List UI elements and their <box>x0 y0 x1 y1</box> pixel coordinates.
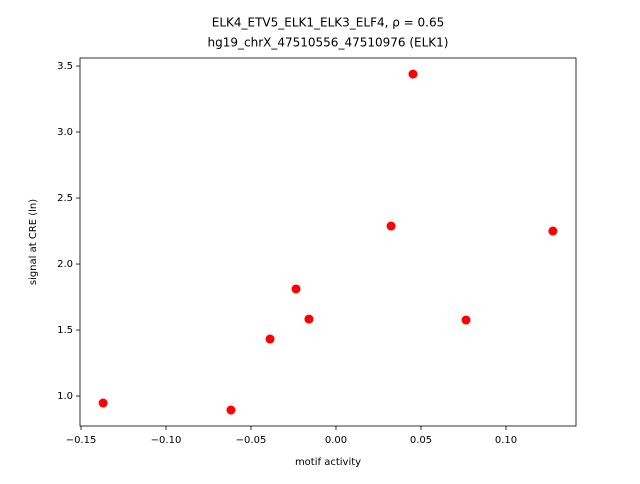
plot-frame <box>79 57 577 427</box>
point <box>291 284 301 294</box>
x-tick-label: −0.10 <box>151 435 182 446</box>
point <box>265 334 275 344</box>
y-tick-label: 1.0 <box>57 391 73 402</box>
y-tick-label: 2.5 <box>57 193 73 204</box>
x-tick-label: −0.15 <box>66 435 97 446</box>
x-tick-label: 0.10 <box>495 435 517 446</box>
point <box>304 314 314 324</box>
y-tick-label: 2.0 <box>57 259 73 270</box>
chart-subtitle: hg19_chrX_47510556_47510976 (ELK1) <box>208 36 449 50</box>
y-tick-label: 3.0 <box>57 127 73 138</box>
y-axis-label: signal at CRE (ln) <box>28 199 39 285</box>
point <box>461 315 471 325</box>
point <box>98 398 108 408</box>
x-tick-label: −0.05 <box>236 435 267 446</box>
y-tick-label: 3.5 <box>57 61 73 72</box>
x-tick-label: 0.00 <box>325 435 347 446</box>
x-axis-label: motif activity <box>295 457 361 468</box>
chart-title: ELK4_ETV5_ELK1_ELK3_ELF4, ρ = 0.65 <box>212 16 445 30</box>
point <box>226 405 236 415</box>
point <box>548 226 558 236</box>
point <box>386 221 396 231</box>
x-tick-label: 0.05 <box>410 435 432 446</box>
point <box>408 69 418 79</box>
y-tick-label: 1.5 <box>57 325 73 336</box>
